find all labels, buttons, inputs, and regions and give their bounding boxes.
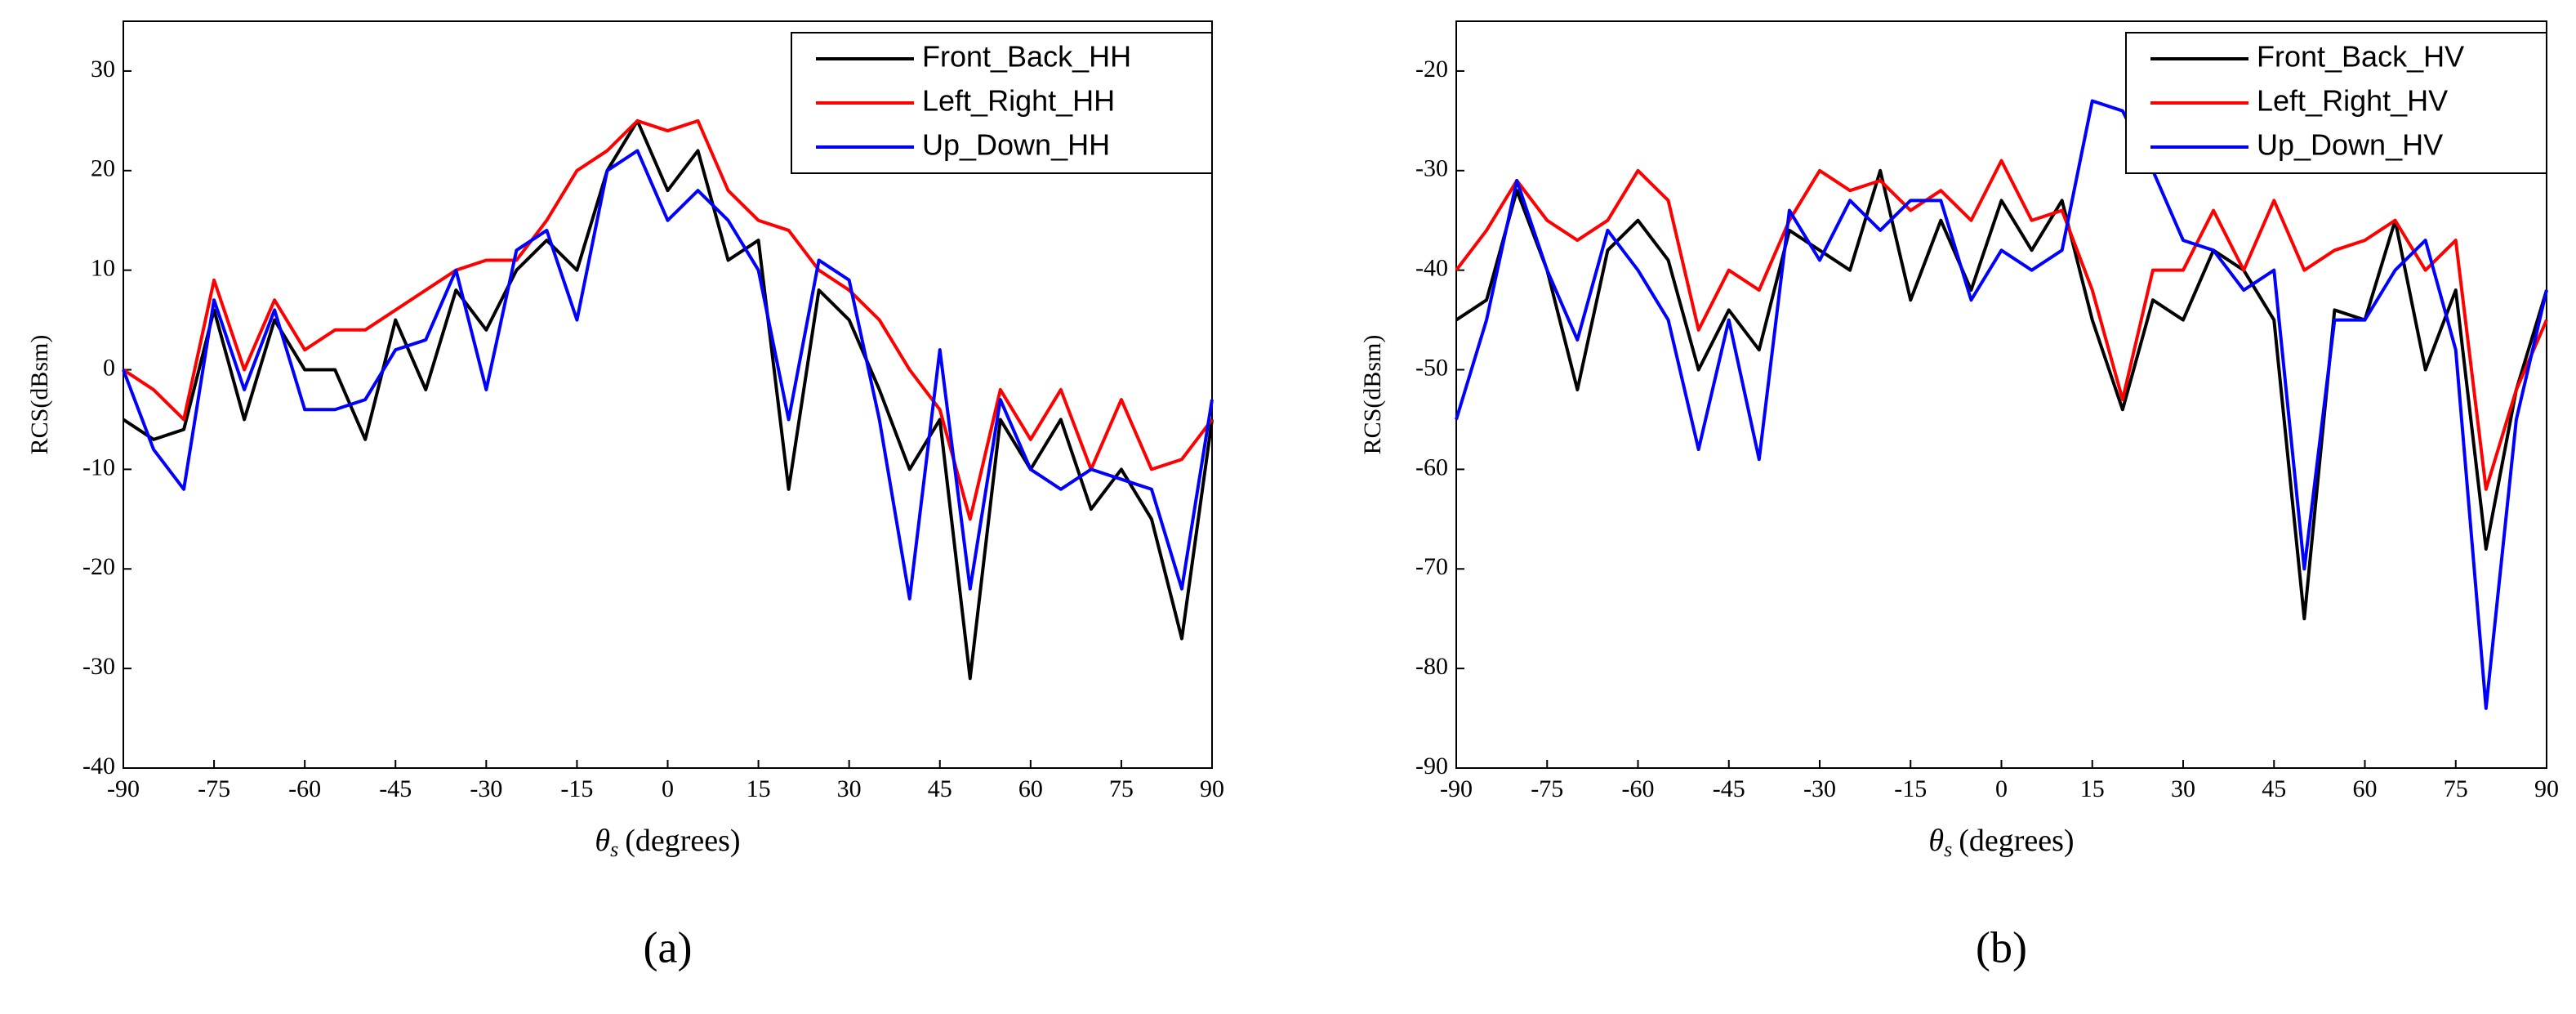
legend-label: Left_Right_HV	[2257, 84, 2448, 118]
x-tick-label: -45	[1713, 775, 1745, 802]
data-line	[1455, 159, 2548, 491]
x-tick-label: 75	[1109, 775, 1134, 802]
y-tick-label: -30	[82, 653, 115, 680]
panel-label: (b)	[1976, 922, 2027, 972]
x-tick-label: 90	[1200, 775, 1224, 802]
x-tick-label: 15	[747, 775, 771, 802]
x-tick-label: -75	[1531, 775, 1563, 802]
x-tick-label: -90	[107, 775, 140, 802]
data-line	[122, 118, 1214, 521]
x-tick-label: -60	[1622, 775, 1655, 802]
x-tick-label: 45	[928, 775, 952, 802]
legend-label: Front_Back_HV	[2257, 40, 2464, 74]
x-tick-label: 30	[837, 775, 862, 802]
x-label-symbol: θ	[1928, 824, 1944, 858]
x-tick-label: 60	[2353, 775, 2378, 802]
y-tick-label: -70	[1415, 553, 1448, 580]
x-tick-label: -45	[379, 775, 412, 802]
data-line	[1455, 99, 2548, 710]
data-line	[122, 149, 1214, 601]
x-tick-label: -90	[1440, 775, 1473, 802]
data-line	[1455, 168, 2548, 621]
legend-label: Left_Right_HH	[922, 84, 1115, 118]
x-tick-label: 45	[2262, 775, 2286, 802]
data-line	[122, 118, 1214, 681]
y-tick-label: -10	[82, 453, 115, 480]
y-tick-label: -90	[1415, 753, 1448, 779]
y-tick-label: -50	[1415, 354, 1448, 381]
y-tick-label: 30	[91, 56, 115, 83]
x-tick-label: -15	[1894, 775, 1927, 802]
legend-label: Up_Down_HV	[2257, 128, 2443, 162]
chart-panel: -90 -80 -70 -60 -50 -40 -30 -20 -90 -75 -60 -45 -30 -…	[1359, 20, 2559, 972]
y-tick-label: -40	[1415, 255, 1448, 282]
x-tick-label: 15	[2080, 775, 2105, 802]
x-label-symbol: θ	[595, 824, 610, 858]
x-tick-label: -75	[198, 775, 230, 802]
panel-label: (a)	[644, 922, 693, 972]
x-tick-label: 0	[662, 775, 674, 802]
x-label-text: (degrees)	[625, 824, 740, 858]
x-tick-label: 90	[2534, 775, 2559, 802]
x-axis-label: θs (degrees)	[1928, 824, 2074, 861]
x-axis-label: θs (degrees)	[595, 824, 740, 861]
legend-label: Up_Down_HH	[922, 128, 1110, 162]
x-tick-label: -60	[288, 775, 321, 802]
y-tick-label: 10	[91, 255, 115, 282]
x-tick-label: 75	[2444, 775, 2468, 802]
chart-panel: -40 -30 -20 -10 0 10 20 30 -90 -75 -60 -45 -30 -15 0 15…	[26, 20, 1224, 972]
x-label-subscript: s	[610, 838, 618, 861]
x-label-subscript: s	[1944, 838, 1952, 861]
x-tick-label: -30	[1803, 775, 1836, 802]
y-tick-label: -30	[1415, 155, 1448, 182]
x-tick-label: 60	[1018, 775, 1043, 802]
x-tick-label: -30	[470, 775, 502, 802]
x-label-text: (degrees)	[1959, 824, 2074, 858]
legend-label: Front_Back_HH	[922, 40, 1131, 74]
y-axis-label: RCS(dBsm)	[26, 335, 53, 455]
y-axis-label: RCS(dBsm)	[1359, 335, 1386, 455]
x-tick-label: 30	[2171, 775, 2195, 802]
y-tick-label: 0	[103, 354, 115, 381]
x-tick-label: -15	[560, 775, 593, 802]
y-tick-label: -40	[82, 753, 115, 779]
x-tick-label: 0	[1995, 775, 2008, 802]
y-tick-label: -60	[1415, 453, 1448, 480]
y-tick-label: 20	[91, 155, 115, 182]
y-tick-label: -80	[1415, 653, 1448, 680]
y-tick-label: -20	[82, 553, 115, 580]
y-tick-label: -20	[1415, 56, 1448, 83]
